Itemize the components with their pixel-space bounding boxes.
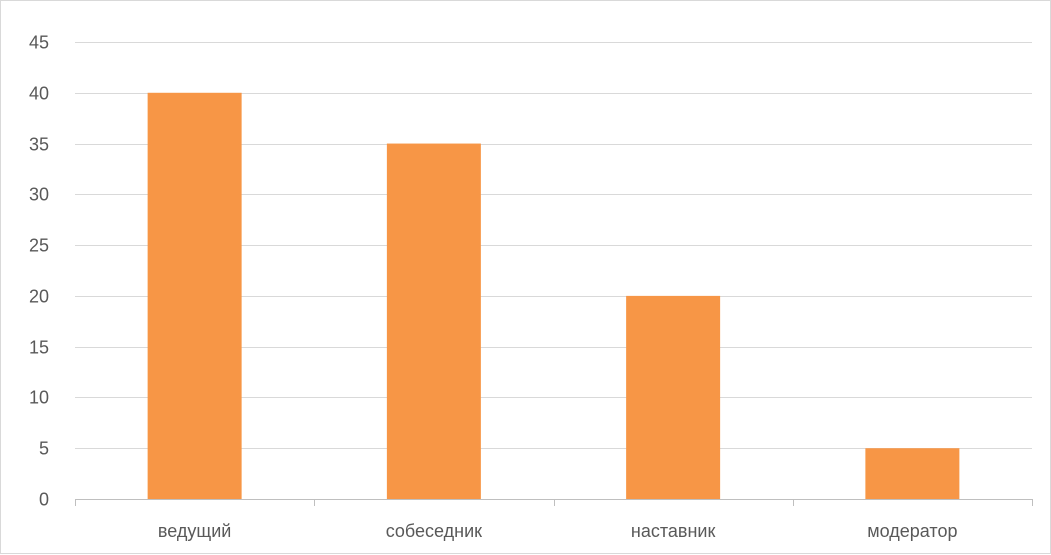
axes: [75, 499, 1033, 506]
y-tick-label-20: 20: [29, 287, 49, 307]
y-tick-labels: 0 5 10 15 20 25 30 35 40 45: [29, 33, 49, 510]
y-tick-label-10: 10: [29, 388, 49, 408]
bar-3: [626, 295, 721, 499]
y-tick-label-0: 0: [39, 490, 49, 510]
y-tick-label-30: 30: [29, 185, 49, 205]
y-tick-label-40: 40: [29, 84, 49, 104]
y-tick-label-25: 25: [29, 236, 49, 256]
x-tick-label-2: собеседник: [386, 521, 482, 541]
y-tick-label-35: 35: [29, 135, 49, 155]
y-tick-label-15: 15: [29, 338, 49, 358]
bar-1: [147, 92, 242, 500]
bar-2: [386, 143, 481, 500]
x-tick-label-1: ведущий: [158, 521, 231, 541]
bars: [147, 92, 960, 500]
y-tick-label-5: 5: [39, 439, 49, 459]
x-tick-labels: ведущий собеседник наставник модератор: [158, 521, 958, 541]
y-tick-label-45: 45: [29, 33, 49, 53]
x-tick-label-3: наставник: [631, 521, 716, 541]
bar-4: [865, 448, 960, 499]
x-tick-label-4: модератор: [867, 521, 957, 541]
